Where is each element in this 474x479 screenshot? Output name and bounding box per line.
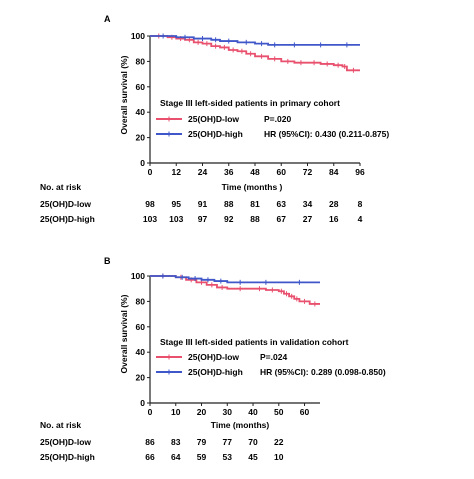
risk-value-b: 53 <box>223 452 233 462</box>
km-curve-high-b <box>150 275 320 284</box>
risk-value-a: 97 <box>198 214 208 224</box>
x-tick-label-a: 60 <box>277 167 287 177</box>
km-curve-high-a <box>150 35 360 46</box>
risk-row-label-low-b: 25(OH)D-low <box>40 437 91 447</box>
y-axis-label-b: Overall survival (%) <box>119 294 129 373</box>
risk-value-b: 66 <box>145 452 155 462</box>
risk-value-b: 22 <box>274 437 284 447</box>
panel-title-a: Stage III left-sided patients in primary… <box>160 98 340 108</box>
risk-value-b: 77 <box>223 437 233 447</box>
x-axis-label-a: Time (months ) <box>222 182 283 192</box>
risk-row-label-high-a: 25(OH)D-high <box>40 214 95 224</box>
x-tick-label-a: 12 <box>172 167 182 177</box>
risk-value-b: 59 <box>197 452 207 462</box>
y-tick-label-b: 0 <box>140 398 145 408</box>
y-tick-label-b: 100 <box>131 271 145 281</box>
y-tick-label-b: 20 <box>136 373 146 383</box>
legend-label-low-a: 25(OH)D-low <box>188 114 239 124</box>
risk-value-b: 45 <box>248 452 258 462</box>
y-tick-label-b: 80 <box>136 296 146 306</box>
risk-value-a: 88 <box>224 199 234 209</box>
risk-value-a: 103 <box>169 214 183 224</box>
x-tick-label-b: 50 <box>274 407 284 417</box>
risk-row-label-low-a: 25(OH)D-low <box>40 199 91 209</box>
y-tick-label-b: 40 <box>136 347 146 357</box>
y-tick-label-a: 80 <box>136 56 146 66</box>
y-tick-label-a: 60 <box>136 82 146 92</box>
y-axis-label-a: Overall survival (%) <box>119 55 129 134</box>
x-tick-label-a: 48 <box>250 167 260 177</box>
x-tick-label-a: 84 <box>329 167 339 177</box>
x-tick-label-a: 72 <box>303 167 313 177</box>
x-axis-label-b: Time (months) <box>211 420 270 430</box>
x-tick-label-b: 20 <box>197 407 207 417</box>
risk-value-b: 70 <box>248 437 258 447</box>
risk-value-a: 67 <box>277 214 287 224</box>
y-tick-label-a: 0 <box>140 158 145 168</box>
risk-value-a: 8 <box>358 199 363 209</box>
risk-value-a: 95 <box>172 199 182 209</box>
risk-value-a: 27 <box>303 214 313 224</box>
panel-title-b: Stage III left-sided patients in validat… <box>160 337 349 347</box>
x-tick-label-a: 36 <box>224 167 234 177</box>
risk-value-a: 34 <box>303 199 313 209</box>
risk-value-a: 92 <box>224 214 234 224</box>
y-tick-label-a: 40 <box>136 107 146 117</box>
y-tick-label-b: 60 <box>136 322 146 332</box>
risk-value-a: 88 <box>250 214 260 224</box>
x-tick-label-b: 0 <box>148 407 153 417</box>
x-tick-label-a: 0 <box>148 167 153 177</box>
x-tick-label-a: 96 <box>355 167 365 177</box>
legend-stat-p-b: P=.024 <box>260 352 287 362</box>
risk-value-a: 81 <box>250 199 260 209</box>
x-tick-label-b: 10 <box>171 407 181 417</box>
risk-value-a: 63 <box>277 199 287 209</box>
y-tick-label-a: 20 <box>136 133 146 143</box>
risk-value-a: 16 <box>329 214 339 224</box>
km-curve-low-a <box>150 35 360 72</box>
legend-stat-hr-a: HR (95%CI): 0.430 (0.211-0.875) <box>264 129 389 139</box>
x-tick-label-a: 24 <box>198 167 208 177</box>
x-tick-label-b: 60 <box>300 407 310 417</box>
risk-value-a: 28 <box>329 199 339 209</box>
risk-value-b: 10 <box>274 452 284 462</box>
risk-row-label-high-b: 25(OH)D-high <box>40 452 95 462</box>
x-tick-label-b: 30 <box>223 407 233 417</box>
plot-area-b: 0 20 40 60 80 100 0 10 20 30 40 50 60 86 83 79 77 70 22 66 6… <box>131 271 320 462</box>
risk-value-a: 4 <box>358 214 363 224</box>
km-curve-low-b <box>150 275 320 305</box>
risk-value-b: 83 <box>171 437 181 447</box>
risk-value-b: 86 <box>145 437 155 447</box>
x-tick-label-b: 40 <box>248 407 258 417</box>
legend-stat-p-a: P=.020 <box>264 114 291 124</box>
risk-header-a: No. at risk <box>40 182 81 192</box>
legend-label-low-b: 25(OH)D-low <box>188 352 239 362</box>
risk-header-b: No. at risk <box>40 420 81 430</box>
panel-letter-a: A <box>104 14 111 24</box>
risk-value-a: 103 <box>143 214 157 224</box>
legend-stat-hr-b: HR (95%CI): 0.289 (0.098-0.850) <box>260 367 386 377</box>
legend-label-high-a: 25(OH)D-high <box>188 129 243 139</box>
risk-value-a: 98 <box>145 199 155 209</box>
legend-label-high-b: 25(OH)D-high <box>188 367 243 377</box>
panel-letter-b: B <box>104 256 111 266</box>
risk-value-a: 91 <box>198 199 208 209</box>
risk-value-b: 64 <box>171 452 181 462</box>
y-tick-label-a: 100 <box>131 31 145 41</box>
risk-value-b: 79 <box>197 437 207 447</box>
